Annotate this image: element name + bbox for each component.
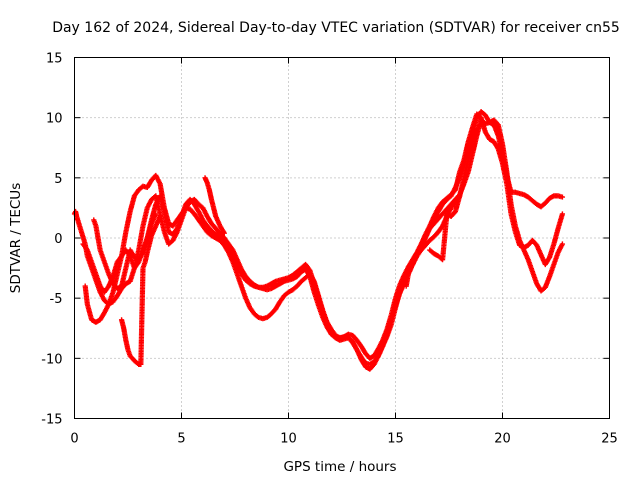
series-track-d bbox=[91, 211, 159, 292]
series-track-g bbox=[403, 193, 463, 289]
data-point bbox=[153, 211, 159, 217]
data-point bbox=[559, 241, 566, 247]
y-tick-label: -10 bbox=[41, 352, 62, 367]
y-tick-label: 0 bbox=[54, 232, 62, 247]
series-track-f bbox=[202, 175, 227, 236]
x-tick-label: 0 bbox=[70, 432, 78, 447]
x-tick-label: 5 bbox=[177, 432, 185, 447]
data-point bbox=[474, 127, 480, 133]
grid bbox=[74, 57, 610, 419]
y-tick-label: -15 bbox=[41, 413, 62, 428]
series-track-b bbox=[82, 109, 566, 372]
data-points bbox=[71, 109, 566, 372]
y-tick-label: 15 bbox=[46, 52, 63, 67]
y-tick-label: 10 bbox=[46, 112, 63, 127]
y-tick-label: 5 bbox=[54, 172, 62, 187]
data-point bbox=[221, 230, 227, 236]
x-tick-label: 25 bbox=[601, 432, 618, 447]
x-tick-label: 10 bbox=[280, 432, 297, 447]
series-track-e bbox=[118, 213, 163, 367]
x-axis-label: GPS time / hours bbox=[283, 459, 396, 475]
data-point bbox=[559, 211, 566, 217]
x-tick-labels: 0 5 10 15 20 25 bbox=[70, 432, 617, 447]
x-tick-label: 15 bbox=[387, 432, 404, 447]
y-tick-labels: -15 -10 -5 0 5 10 15 bbox=[41, 52, 62, 428]
axis-ticks bbox=[74, 57, 610, 419]
y-axis-label: SDTVAR / TECUs bbox=[8, 183, 24, 293]
data-point bbox=[157, 213, 163, 219]
series-track-h bbox=[427, 127, 480, 263]
chart-title: Day 162 of 2024, Sidereal Day-to-day VTE… bbox=[52, 20, 620, 36]
data-point bbox=[559, 194, 566, 200]
y-tick-label: -5 bbox=[50, 292, 63, 307]
x-tick-label: 20 bbox=[494, 432, 511, 447]
